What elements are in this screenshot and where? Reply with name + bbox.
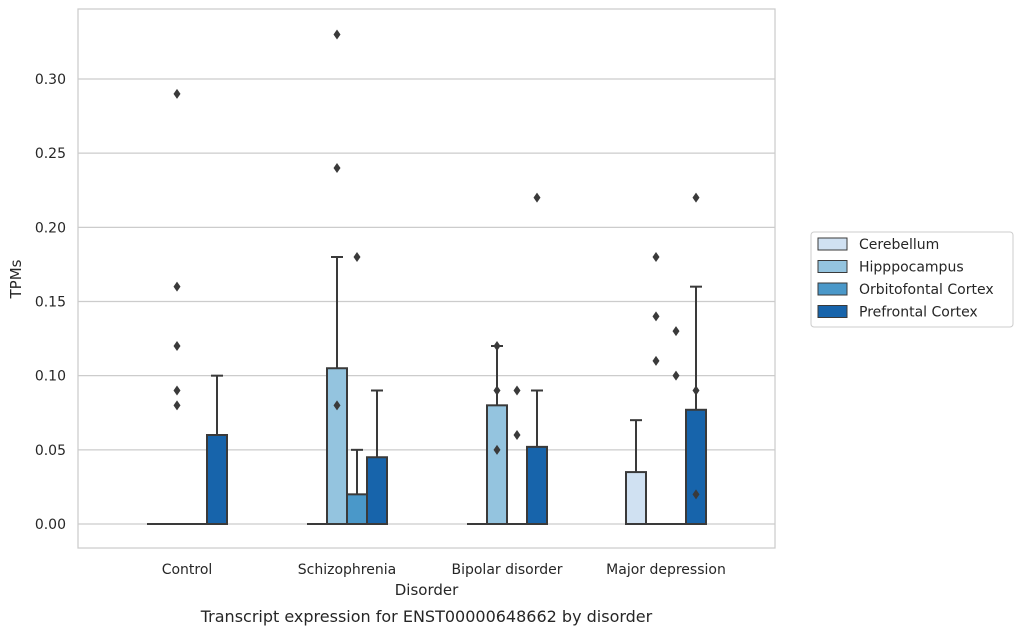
y-tick-label: 0.10 [35, 369, 66, 385]
y-tick-label: 0.25 [35, 146, 66, 162]
outlier-point [652, 355, 660, 366]
outlier-point [333, 29, 341, 40]
outlier-point [692, 192, 700, 203]
bar [206, 434, 228, 525]
outlier-points [173, 29, 700, 500]
x-tick-label: Schizophrenia [298, 562, 396, 578]
legend-label: Hipppocampus [859, 260, 964, 276]
legend-label: Cerebellum [859, 237, 939, 253]
outlier-point [333, 163, 341, 173]
outlier-point [672, 370, 680, 381]
x-tick-label: Major depression [606, 562, 726, 578]
y-tick-label: 0.20 [35, 220, 66, 236]
legend-frame [810, 231, 1014, 328]
legend-swatch [817, 260, 848, 273]
outlier-point [692, 489, 700, 500]
x-axis-label: Disorder [395, 581, 459, 599]
legend-swatch [817, 282, 848, 296]
y-tick-label: 0.05 [35, 443, 66, 459]
grid-lines [78, 78, 775, 525]
bar [326, 367, 348, 525]
outlier-point [173, 400, 181, 411]
chart-title: Transcript expression for ENST0000064866… [200, 607, 653, 626]
outlier-point [353, 252, 361, 262]
bar [346, 493, 368, 526]
y-axis-label: TPMs [7, 259, 25, 299]
outlier-point [173, 385, 181, 396]
outlier-point [493, 444, 501, 455]
outlier-point [513, 385, 521, 396]
legend: Cerebellum Hipppocampus Orbitofontal Corte… [810, 231, 1014, 328]
bar [526, 445, 548, 525]
outlier-point [173, 341, 181, 351]
y-tick-label: 0.00 [35, 517, 66, 533]
outlier-point [493, 341, 501, 351]
legend-label: Prefrontal Cortex [859, 305, 978, 321]
y-tick-label: 0.15 [35, 295, 66, 311]
outlier-point [333, 400, 341, 411]
outlier-point [493, 385, 501, 396]
bar [685, 408, 707, 525]
outlier-point [652, 252, 660, 262]
outlier-point [533, 192, 541, 203]
outlier-point [513, 430, 521, 440]
legend-swatch [817, 237, 848, 251]
x-tick-label: Control [162, 562, 213, 578]
legend-swatch [817, 305, 848, 318]
legend-label: Orbitofontal Cortex [859, 282, 994, 298]
error-bars [211, 256, 702, 495]
y-tick-label: 0.30 [35, 72, 66, 88]
bar [366, 456, 388, 525]
outlier-point [692, 385, 700, 396]
outlier-point [672, 326, 680, 337]
y-axis-ticks: 0.00 0.05 0.10 0.15 0.20 0.25 0.30 [35, 72, 66, 533]
outlier-point [652, 311, 660, 322]
bar [486, 404, 508, 526]
outlier-point [173, 281, 181, 292]
plot-background [78, 9, 775, 548]
x-tick-label: Bipolar disorder [451, 562, 562, 578]
outlier-point [173, 88, 181, 99]
x-axis-ticks: Control Schizophrenia Bipolar disorder Majo… [162, 562, 726, 578]
plot-frame [77, 8, 776, 549]
bar [625, 471, 647, 526]
